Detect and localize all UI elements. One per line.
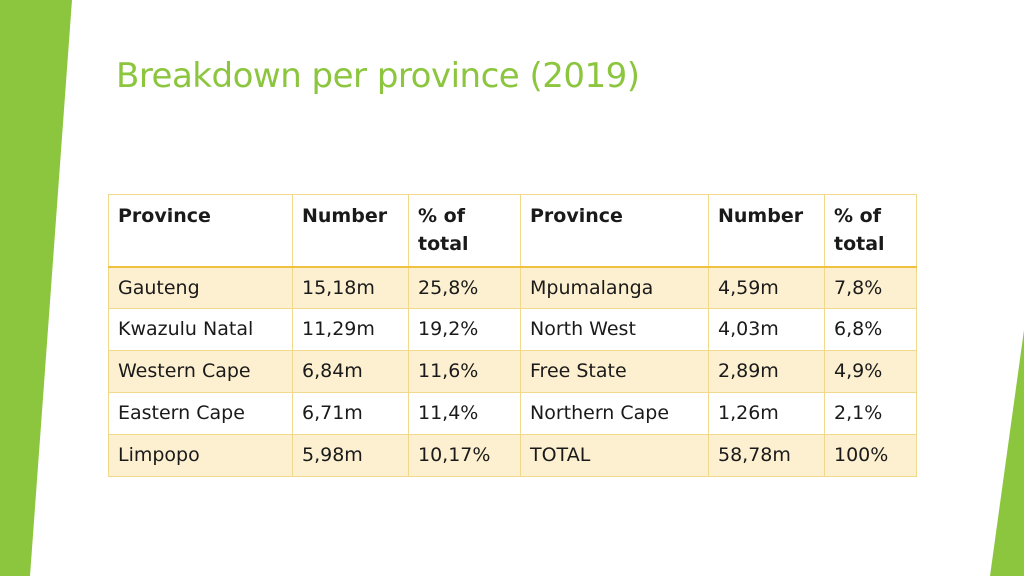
province-cell: Eastern Cape bbox=[108, 392, 293, 435]
header-province: Province bbox=[520, 194, 709, 268]
province-table: Province Number % of total Province Numb… bbox=[108, 194, 917, 477]
province-cell: Mpumalanga bbox=[520, 266, 709, 309]
slide-title: Breakdown per province (2019) bbox=[116, 56, 640, 96]
left-accent-shape bbox=[0, 0, 72, 576]
percent-cell: 10,17% bbox=[408, 434, 521, 477]
percent-cell: 11,6% bbox=[408, 350, 521, 393]
right-accent-shape bbox=[990, 330, 1024, 576]
percent-cell: 25,8% bbox=[408, 266, 521, 309]
number-cell: 2,89m bbox=[708, 350, 825, 393]
number-cell: 6,84m bbox=[292, 350, 409, 393]
header-province: Province bbox=[108, 194, 293, 268]
province-cell: Free State bbox=[520, 350, 709, 393]
number-cell: 11,29m bbox=[292, 308, 409, 351]
percent-cell: 6,8% bbox=[824, 308, 917, 351]
header-percent-of-total: % of total bbox=[824, 194, 917, 268]
table-header-row: Province Number % of total Province Numb… bbox=[108, 194, 917, 268]
province-cell: Gauteng bbox=[108, 266, 293, 309]
province-cell: Northern Cape bbox=[520, 392, 709, 435]
province-cell: North West bbox=[520, 308, 709, 351]
table-row: Limpopo 5,98m 10,17% TOTAL 58,78m 100% bbox=[108, 434, 917, 477]
number-cell: 6,71m bbox=[292, 392, 409, 435]
total-number-cell: 58,78m bbox=[708, 434, 825, 477]
percent-cell: 19,2% bbox=[408, 308, 521, 351]
header-percent-of-total: % of total bbox=[408, 194, 521, 268]
number-cell: 15,18m bbox=[292, 266, 409, 309]
table-row: Gauteng 15,18m 25,8% Mpumalanga 4,59m 7,… bbox=[108, 266, 917, 309]
number-cell: 4,59m bbox=[708, 266, 825, 309]
province-cell: Western Cape bbox=[108, 350, 293, 393]
header-number: Number bbox=[708, 194, 825, 268]
percent-cell: 2,1% bbox=[824, 392, 917, 435]
province-cell: Kwazulu Natal bbox=[108, 308, 293, 351]
province-cell: Limpopo bbox=[108, 434, 293, 477]
table-row: Kwazulu Natal 11,29m 19,2% North West 4,… bbox=[108, 308, 917, 351]
percent-cell: 7,8% bbox=[824, 266, 917, 309]
header-number: Number bbox=[292, 194, 409, 268]
number-cell: 5,98m bbox=[292, 434, 409, 477]
table-row: Western Cape 6,84m 11,6% Free State 2,89… bbox=[108, 350, 917, 393]
number-cell: 4,03m bbox=[708, 308, 825, 351]
total-label-cell: TOTAL bbox=[520, 434, 709, 477]
table-row: Eastern Cape 6,71m 11,4% Northern Cape 1… bbox=[108, 392, 917, 435]
percent-cell: 11,4% bbox=[408, 392, 521, 435]
total-percent-cell: 100% bbox=[824, 434, 917, 477]
number-cell: 1,26m bbox=[708, 392, 825, 435]
percent-cell: 4,9% bbox=[824, 350, 917, 393]
